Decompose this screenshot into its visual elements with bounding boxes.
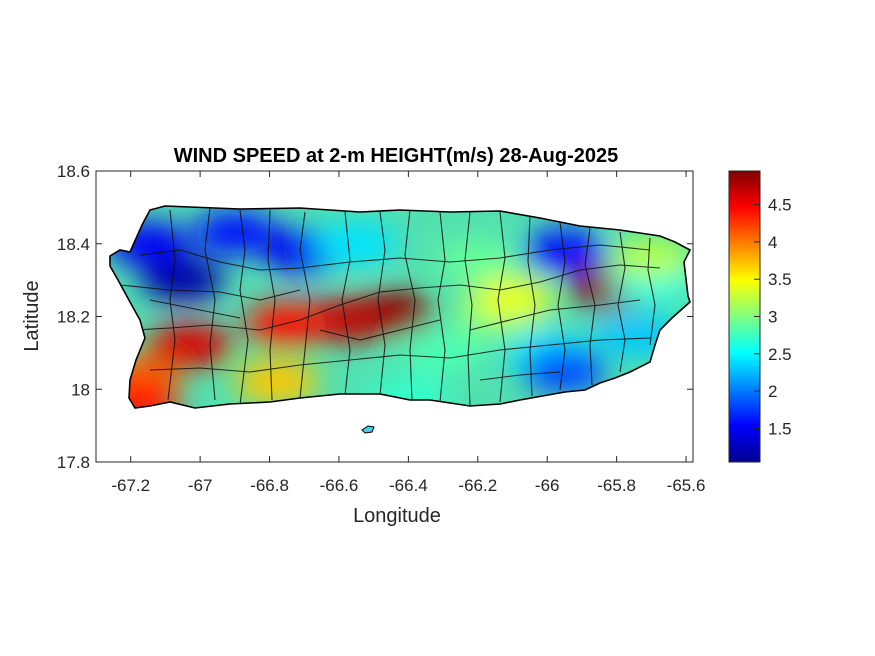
y-tick-label: 17.8 — [57, 453, 90, 472]
x-tick-label: -67.2 — [111, 476, 150, 495]
x-tick-label: -66.4 — [389, 476, 428, 495]
x-tick-label: -66.8 — [250, 476, 289, 495]
heatmap-cell — [609, 236, 690, 281]
colorbar — [728, 170, 761, 463]
colorbar-tick-label: 4 — [768, 233, 777, 252]
colorbar-tick-label: 2 — [768, 382, 777, 401]
heatmap-cell — [314, 221, 399, 266]
x-axis-label: Longitude — [353, 505, 441, 527]
x-tick-label: -66.2 — [458, 476, 497, 495]
heatmap-cell — [401, 330, 486, 375]
y-tick-label: 18.2 — [57, 308, 90, 327]
y-tick-label: 18 — [71, 380, 90, 399]
y-axis-ticks: 17.8 18 18.2 18.4 18.6 — [57, 162, 693, 472]
colorbar-tick-label: 1.5 — [768, 419, 792, 438]
heatmap-cell — [522, 349, 607, 394]
colorbar-tick-label: 4.5 — [768, 196, 792, 215]
municipality-borders — [119, 207, 661, 406]
colorbar-tick-label: 3 — [768, 308, 777, 327]
x-tick-label: -65.6 — [667, 476, 706, 495]
chart-title: WIND SPEED at 2-m HEIGHT(m/s) 28-Aug-202… — [174, 145, 619, 167]
x-tick-label: -67 — [188, 476, 213, 495]
island-vieques — [361, 425, 375, 434]
heatmap-cell — [192, 210, 277, 255]
colorbar-ticks: 1.5 2 2.5 3 3.5 4 4.5 — [754, 196, 792, 438]
x-axis-ticks: -67.2 -67 -66.8 -66.6 -66.4 -66.2 -66 -65.8 -65.… — [111, 171, 705, 495]
x-tick-label: -66.6 — [320, 476, 359, 495]
y-tick-label: 18.6 — [57, 162, 90, 181]
colorbar-tick-label: 2.5 — [768, 345, 792, 364]
heatmap-cell — [435, 239, 520, 284]
x-tick-label: -65.8 — [597, 476, 636, 495]
y-tick-label: 18.4 — [57, 235, 90, 254]
y-axis-label: Latitude — [21, 280, 43, 351]
x-tick-label: -66 — [535, 476, 560, 495]
heatmap-cell — [470, 276, 555, 321]
colorbar-tick-label: 3.5 — [768, 270, 792, 289]
